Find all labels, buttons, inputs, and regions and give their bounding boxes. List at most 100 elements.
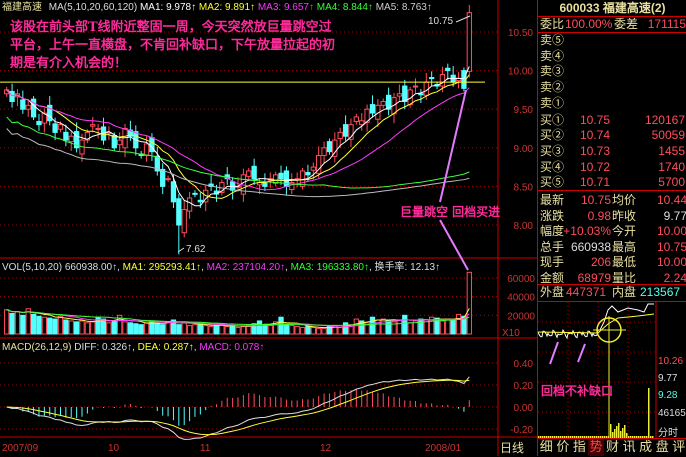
- candle-body: [171, 182, 175, 202]
- date-label: 2008/01: [425, 443, 462, 454]
- volume-bar: [370, 317, 374, 334]
- stat-label: 幅度: [540, 224, 564, 239]
- level-volume: 120167: [645, 113, 685, 128]
- arrow-to-gap: [440, 90, 466, 202]
- vol-title: VOL(5,10,20): [2, 262, 62, 273]
- annotation-line-1: 该股在前头部T线附近整固一周，今天突然放巨量跳空过: [10, 16, 332, 35]
- price-axis-label: 10.50: [508, 28, 533, 39]
- candle-body: [467, 13, 471, 72]
- price-axis-label: 8.00: [514, 221, 534, 232]
- panel-tab[interactable]: 讯: [621, 439, 638, 456]
- annotation-line-2: 平台，上午一直横盘，不肯回补缺口，下午放量拉起的初: [10, 34, 335, 53]
- volume-bar: [381, 319, 385, 334]
- candle-body: [419, 94, 423, 95]
- candle-body: [413, 86, 417, 87]
- stat-value: 660938: [571, 240, 611, 255]
- vol-axis-label: 60000: [507, 274, 535, 285]
- volume-bar: [161, 325, 165, 334]
- stat-label: 现手: [540, 255, 564, 270]
- price-axis-label: 9.50: [514, 105, 534, 116]
- sell-level-row: 卖②: [538, 80, 686, 95]
- vol-axis-label: 20000: [507, 311, 535, 322]
- level-volume: 1740: [658, 160, 685, 175]
- volume-bar: [69, 321, 73, 334]
- volume-bar: [220, 325, 224, 334]
- volume-bar: [134, 324, 138, 334]
- sell-level-row: 卖①: [538, 96, 686, 111]
- volume-bar: [58, 316, 62, 334]
- stat-label: 最高: [612, 240, 636, 255]
- volume-bar: [456, 314, 460, 334]
- volume-bar: [53, 319, 57, 334]
- minute-volume-bar: [614, 429, 616, 438]
- arrow-up-1: [550, 342, 558, 364]
- macd-legend: MACD(26,12,9) DIFF: 0.326↑, DEA: 0.287↑,…: [2, 341, 264, 354]
- weicha-value: 171115: [648, 17, 686, 32]
- volume-bar: [311, 327, 315, 334]
- volume-bar: [193, 325, 197, 334]
- minute-volume-bar: [610, 424, 612, 438]
- volume-bar: [166, 322, 170, 334]
- candle-body: [354, 117, 358, 122]
- candle-body: [306, 173, 310, 175]
- volume-bar: [128, 323, 132, 334]
- candle-body: [311, 167, 315, 170]
- volume-bar: [85, 323, 89, 334]
- stat-value: 10.75: [657, 240, 686, 255]
- volume-bar: [48, 318, 52, 334]
- stat-value: 0.98: [588, 209, 611, 224]
- level-label: 卖①: [540, 96, 564, 111]
- volume-bar: [144, 323, 148, 334]
- vol-unit-label: X10: [502, 328, 520, 339]
- panel-tab[interactable]: 细: [538, 439, 555, 456]
- stat-label: 最新: [540, 193, 564, 208]
- date-label: 2007/09: [2, 443, 39, 454]
- volume-bar: [101, 319, 105, 334]
- level-price: 10.74: [580, 128, 610, 143]
- panel-tab[interactable]: 财: [604, 439, 621, 456]
- volume-bar: [263, 325, 267, 334]
- volume-bar: [225, 327, 229, 334]
- level-label: 买②: [540, 128, 564, 143]
- volume-bar: [408, 323, 412, 334]
- inner-value: 213567: [640, 285, 680, 300]
- stat-label: 涨跌: [540, 209, 564, 224]
- volume-bar: [440, 321, 444, 334]
- level-label: 卖⑤: [540, 33, 564, 48]
- volume-bar: [74, 322, 78, 334]
- panel-tab[interactable]: 价: [555, 439, 572, 456]
- volume-bar: [338, 327, 342, 334]
- volume-bar: [467, 272, 471, 334]
- stat-label: 今开: [612, 224, 636, 239]
- level-price: 10.72: [580, 160, 610, 175]
- outer-label: 外盘: [540, 285, 564, 300]
- price-axis-label: 9.00: [514, 144, 534, 155]
- minute-vol-axis: 46165: [658, 408, 686, 419]
- volume-bar: [139, 325, 143, 334]
- candle-body: [10, 91, 14, 101]
- panel-tab[interactable]: 成: [637, 439, 654, 456]
- candle-body: [198, 200, 202, 202]
- panel-tab[interactable]: 评: [671, 439, 686, 456]
- volume-bar: [403, 315, 407, 334]
- volume-bar: [187, 326, 191, 334]
- panel-tab[interactable]: 盘: [654, 439, 671, 456]
- sell-level-row: 卖④: [538, 49, 686, 64]
- level-volume: 1455: [658, 144, 685, 159]
- panel-tab[interactable]: 势: [588, 439, 605, 456]
- minute-label: 分时: [658, 424, 678, 439]
- panel-tab[interactable]: 指: [571, 439, 588, 456]
- candle-body: [279, 173, 283, 178]
- weibi-value: 100.00%: [565, 17, 612, 32]
- volume-bar: [343, 323, 347, 334]
- candle-body: [166, 179, 170, 180]
- weibi-row: 委比 100.00% 委差 171115: [538, 17, 686, 32]
- minute-volume-bar: [624, 425, 626, 438]
- stat-value: 206: [591, 255, 611, 270]
- vol-legend: VOL(5,10,20) 660938.00↑, MA1: 295293.41↑…: [2, 261, 440, 274]
